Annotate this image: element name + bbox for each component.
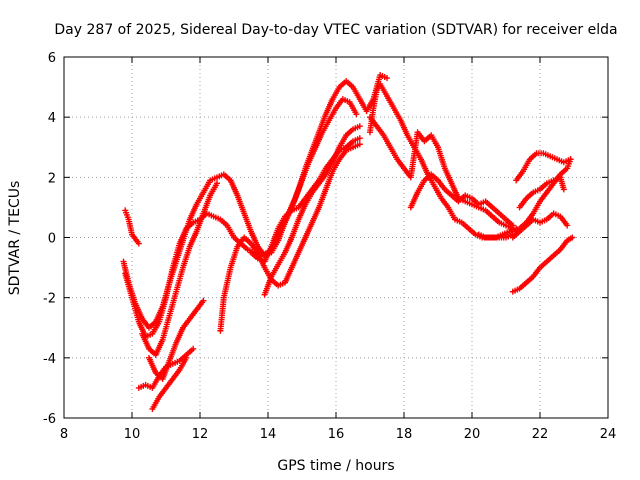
y-axis-label: SDTVAR / TECUs bbox=[7, 181, 23, 296]
data-point bbox=[353, 111, 360, 118]
x-tick-label: 12 bbox=[192, 427, 209, 442]
data-point bbox=[135, 240, 142, 247]
data-point bbox=[509, 222, 516, 229]
data-point bbox=[214, 180, 220, 187]
data-point bbox=[356, 135, 363, 142]
plot-frame bbox=[63, 56, 609, 419]
x-tick-label: 20 bbox=[464, 427, 481, 442]
data-point bbox=[564, 222, 571, 229]
series-track-18 bbox=[509, 234, 576, 295]
x-tick-label: 16 bbox=[328, 427, 345, 442]
y-tick-label: -2 bbox=[43, 292, 56, 307]
series-track-13 bbox=[407, 171, 516, 229]
series-track-12 bbox=[367, 114, 516, 232]
chart-title: Day 287 of 2025, Sidereal Day-to-day VTE… bbox=[54, 22, 617, 38]
y-tick-label: 0 bbox=[48, 232, 56, 247]
y-tick-label: 6 bbox=[48, 51, 56, 66]
x-axis-label: GPS time / hours bbox=[277, 458, 394, 474]
series-track-5 bbox=[149, 354, 190, 412]
series-track-10 bbox=[261, 123, 363, 298]
y-tick-label: -4 bbox=[43, 352, 56, 367]
data-point bbox=[200, 297, 207, 304]
series-track-16 bbox=[516, 174, 567, 211]
data-points bbox=[120, 72, 576, 412]
data-point bbox=[567, 156, 574, 163]
data-point bbox=[356, 141, 363, 148]
series-track-6 bbox=[146, 297, 207, 382]
series-track-7 bbox=[139, 180, 220, 358]
series-track-3 bbox=[122, 96, 360, 340]
data-point bbox=[384, 75, 390, 82]
data-point bbox=[190, 345, 197, 352]
series-track-2 bbox=[120, 72, 390, 331]
x-tick-label: 8 bbox=[60, 427, 68, 442]
data-point bbox=[356, 123, 363, 130]
data-point bbox=[560, 186, 567, 193]
y-tick-label: 2 bbox=[48, 171, 56, 186]
series-track-15 bbox=[513, 150, 574, 184]
series-track-8 bbox=[217, 141, 363, 334]
x-tick-label: 18 bbox=[396, 427, 413, 442]
x-tick-label: 22 bbox=[532, 427, 549, 442]
data-point bbox=[183, 354, 190, 361]
y-tick-label: -6 bbox=[43, 412, 56, 427]
x-tick-label: 10 bbox=[124, 427, 141, 442]
x-tick-label: 24 bbox=[600, 427, 617, 442]
x-tick-label: 14 bbox=[260, 427, 277, 442]
y-tick-label: 4 bbox=[48, 111, 56, 126]
data-point bbox=[509, 231, 516, 238]
grid bbox=[64, 57, 608, 418]
data-point bbox=[569, 234, 576, 241]
series-track-19 bbox=[475, 231, 516, 241]
series-track-1 bbox=[122, 207, 142, 247]
